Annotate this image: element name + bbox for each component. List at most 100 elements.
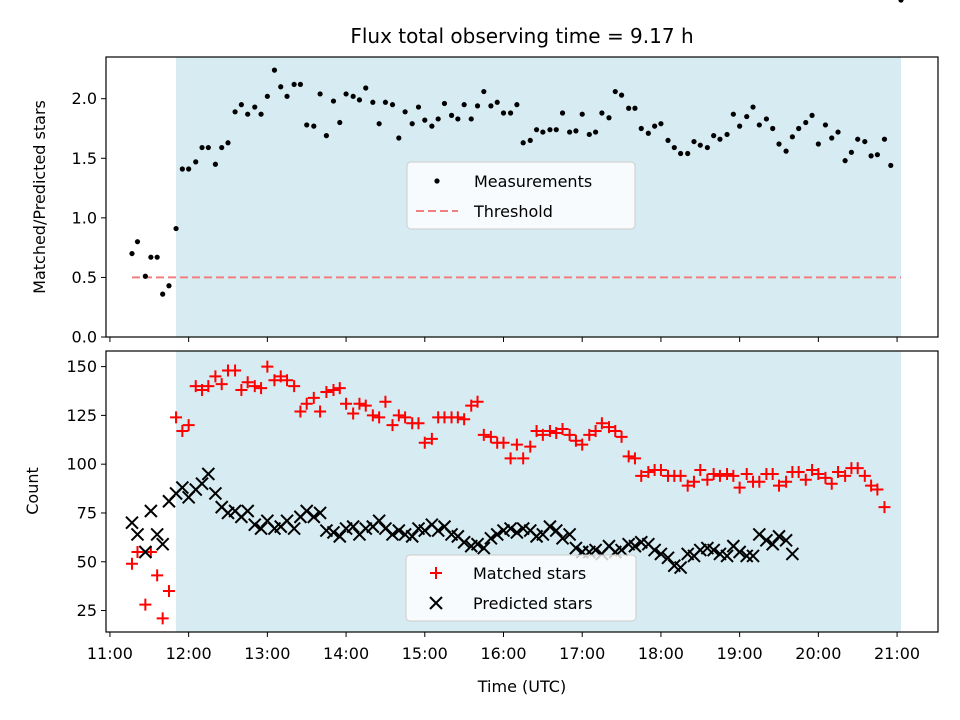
predicted-star-point bbox=[175, 480, 190, 495]
x-tick-label: 17:00 bbox=[559, 644, 605, 663]
measurement-point bbox=[343, 91, 349, 97]
predicted-star-point bbox=[201, 467, 216, 481]
measurement-point bbox=[809, 112, 815, 118]
matched-star-point bbox=[878, 501, 891, 514]
measurement-point bbox=[514, 102, 520, 108]
matched-star-point bbox=[294, 405, 307, 418]
legend-measurements: Measurements bbox=[474, 172, 592, 191]
measurement-point bbox=[573, 128, 579, 134]
measurement-point bbox=[238, 102, 244, 108]
measurement-point bbox=[592, 129, 599, 135]
matched-star-point bbox=[125, 557, 138, 570]
predicted-star-point bbox=[510, 525, 524, 540]
measurement-point bbox=[284, 93, 290, 99]
measurement-point bbox=[370, 99, 376, 105]
predicted-star-point bbox=[772, 529, 786, 544]
measurement-point bbox=[626, 105, 632, 111]
measurement-point bbox=[494, 99, 500, 105]
measurement-point bbox=[783, 148, 789, 154]
measurement-point bbox=[258, 111, 264, 117]
matched-star-point bbox=[162, 585, 175, 598]
matched-star-point bbox=[569, 434, 582, 447]
measurement-point bbox=[606, 115, 612, 121]
matched-star-point bbox=[721, 467, 734, 480]
bottom-legend: Matched stars Predicted stars bbox=[405, 554, 637, 622]
predicted-star-point bbox=[372, 514, 386, 528]
measurement-point bbox=[376, 121, 382, 127]
measurement-point bbox=[448, 112, 455, 118]
measurement-point bbox=[264, 93, 270, 99]
matched-star-point bbox=[288, 380, 301, 393]
predicted-star-point bbox=[706, 543, 721, 557]
measurement-point bbox=[212, 161, 219, 167]
measurement-point bbox=[848, 149, 855, 155]
measurement-point bbox=[129, 250, 135, 257]
x-tick-label: 21:00 bbox=[874, 644, 920, 663]
matched-star-point bbox=[839, 469, 852, 482]
predicted-star-point bbox=[144, 504, 158, 518]
matched-star-point bbox=[477, 428, 490, 441]
bottom-axes-frame bbox=[105, 350, 939, 633]
matched-star-point bbox=[144, 545, 157, 558]
measurement-point bbox=[142, 273, 148, 279]
x-tick-label: 19:00 bbox=[717, 644, 763, 663]
predicted-star-point bbox=[779, 533, 793, 547]
measurement-point bbox=[291, 81, 297, 88]
measurement-point bbox=[862, 138, 868, 145]
measurement-point bbox=[441, 100, 448, 107]
measurement-point bbox=[711, 133, 717, 139]
predicted-star-point bbox=[138, 545, 153, 559]
matched-star-point bbox=[340, 397, 353, 410]
predicted-star-point bbox=[208, 486, 223, 501]
measurement-point bbox=[304, 122, 310, 128]
measurement-point bbox=[205, 144, 211, 151]
x-tick-label: 15:00 bbox=[402, 644, 448, 663]
matched-star-point bbox=[832, 465, 845, 478]
measurement-point bbox=[166, 283, 172, 289]
matched-star-point bbox=[353, 397, 366, 410]
matched-star-point bbox=[556, 423, 569, 436]
predicted-star-point bbox=[746, 549, 760, 563]
predicted-star-point bbox=[785, 547, 800, 561]
measurement-point bbox=[750, 104, 756, 110]
measurement-point bbox=[474, 103, 481, 109]
matched-star-point bbox=[780, 475, 793, 488]
measurement-point bbox=[776, 141, 782, 147]
measurement-point bbox=[898, 0, 904, 3]
matched-star-point bbox=[622, 450, 635, 463]
measurement-point bbox=[252, 104, 258, 110]
predicted-star-point bbox=[385, 527, 400, 542]
matched-star-point bbox=[235, 384, 248, 397]
matched-star-point bbox=[819, 471, 832, 484]
matched-star-point bbox=[471, 395, 484, 408]
measurement-point bbox=[579, 111, 585, 117]
measurement-point bbox=[232, 109, 238, 115]
measurement-point bbox=[297, 81, 304, 88]
measurement-point bbox=[737, 123, 743, 129]
top-legend-box bbox=[406, 161, 636, 230]
matched-star-point bbox=[274, 370, 287, 383]
matched-star-point bbox=[851, 462, 864, 475]
y-tick-label: 150 bbox=[66, 357, 97, 376]
predicted-star-point bbox=[254, 521, 268, 536]
measurement-point bbox=[148, 254, 154, 260]
measurement-point bbox=[415, 104, 422, 110]
y-tick-label: 75 bbox=[77, 503, 97, 522]
predicted-star-point bbox=[503, 521, 518, 536]
measurement-point bbox=[822, 122, 829, 128]
predicted-star-point bbox=[195, 476, 209, 491]
predicted-star-point bbox=[313, 506, 327, 520]
measurement-point bbox=[173, 225, 179, 232]
measurement-point bbox=[888, 162, 894, 169]
predicted-star-point bbox=[457, 535, 471, 549]
measurement-point bbox=[553, 127, 559, 133]
predicted-legend-marker bbox=[429, 596, 443, 610]
measurement-point bbox=[658, 121, 664, 127]
matched-star-point bbox=[248, 380, 261, 393]
measurement-point bbox=[632, 105, 638, 111]
measurement-point bbox=[435, 116, 441, 122]
matched-star-point bbox=[595, 417, 608, 430]
matched-star-point bbox=[792, 465, 805, 478]
predicted-star-point bbox=[673, 560, 688, 575]
predicted-star-point bbox=[588, 543, 603, 557]
